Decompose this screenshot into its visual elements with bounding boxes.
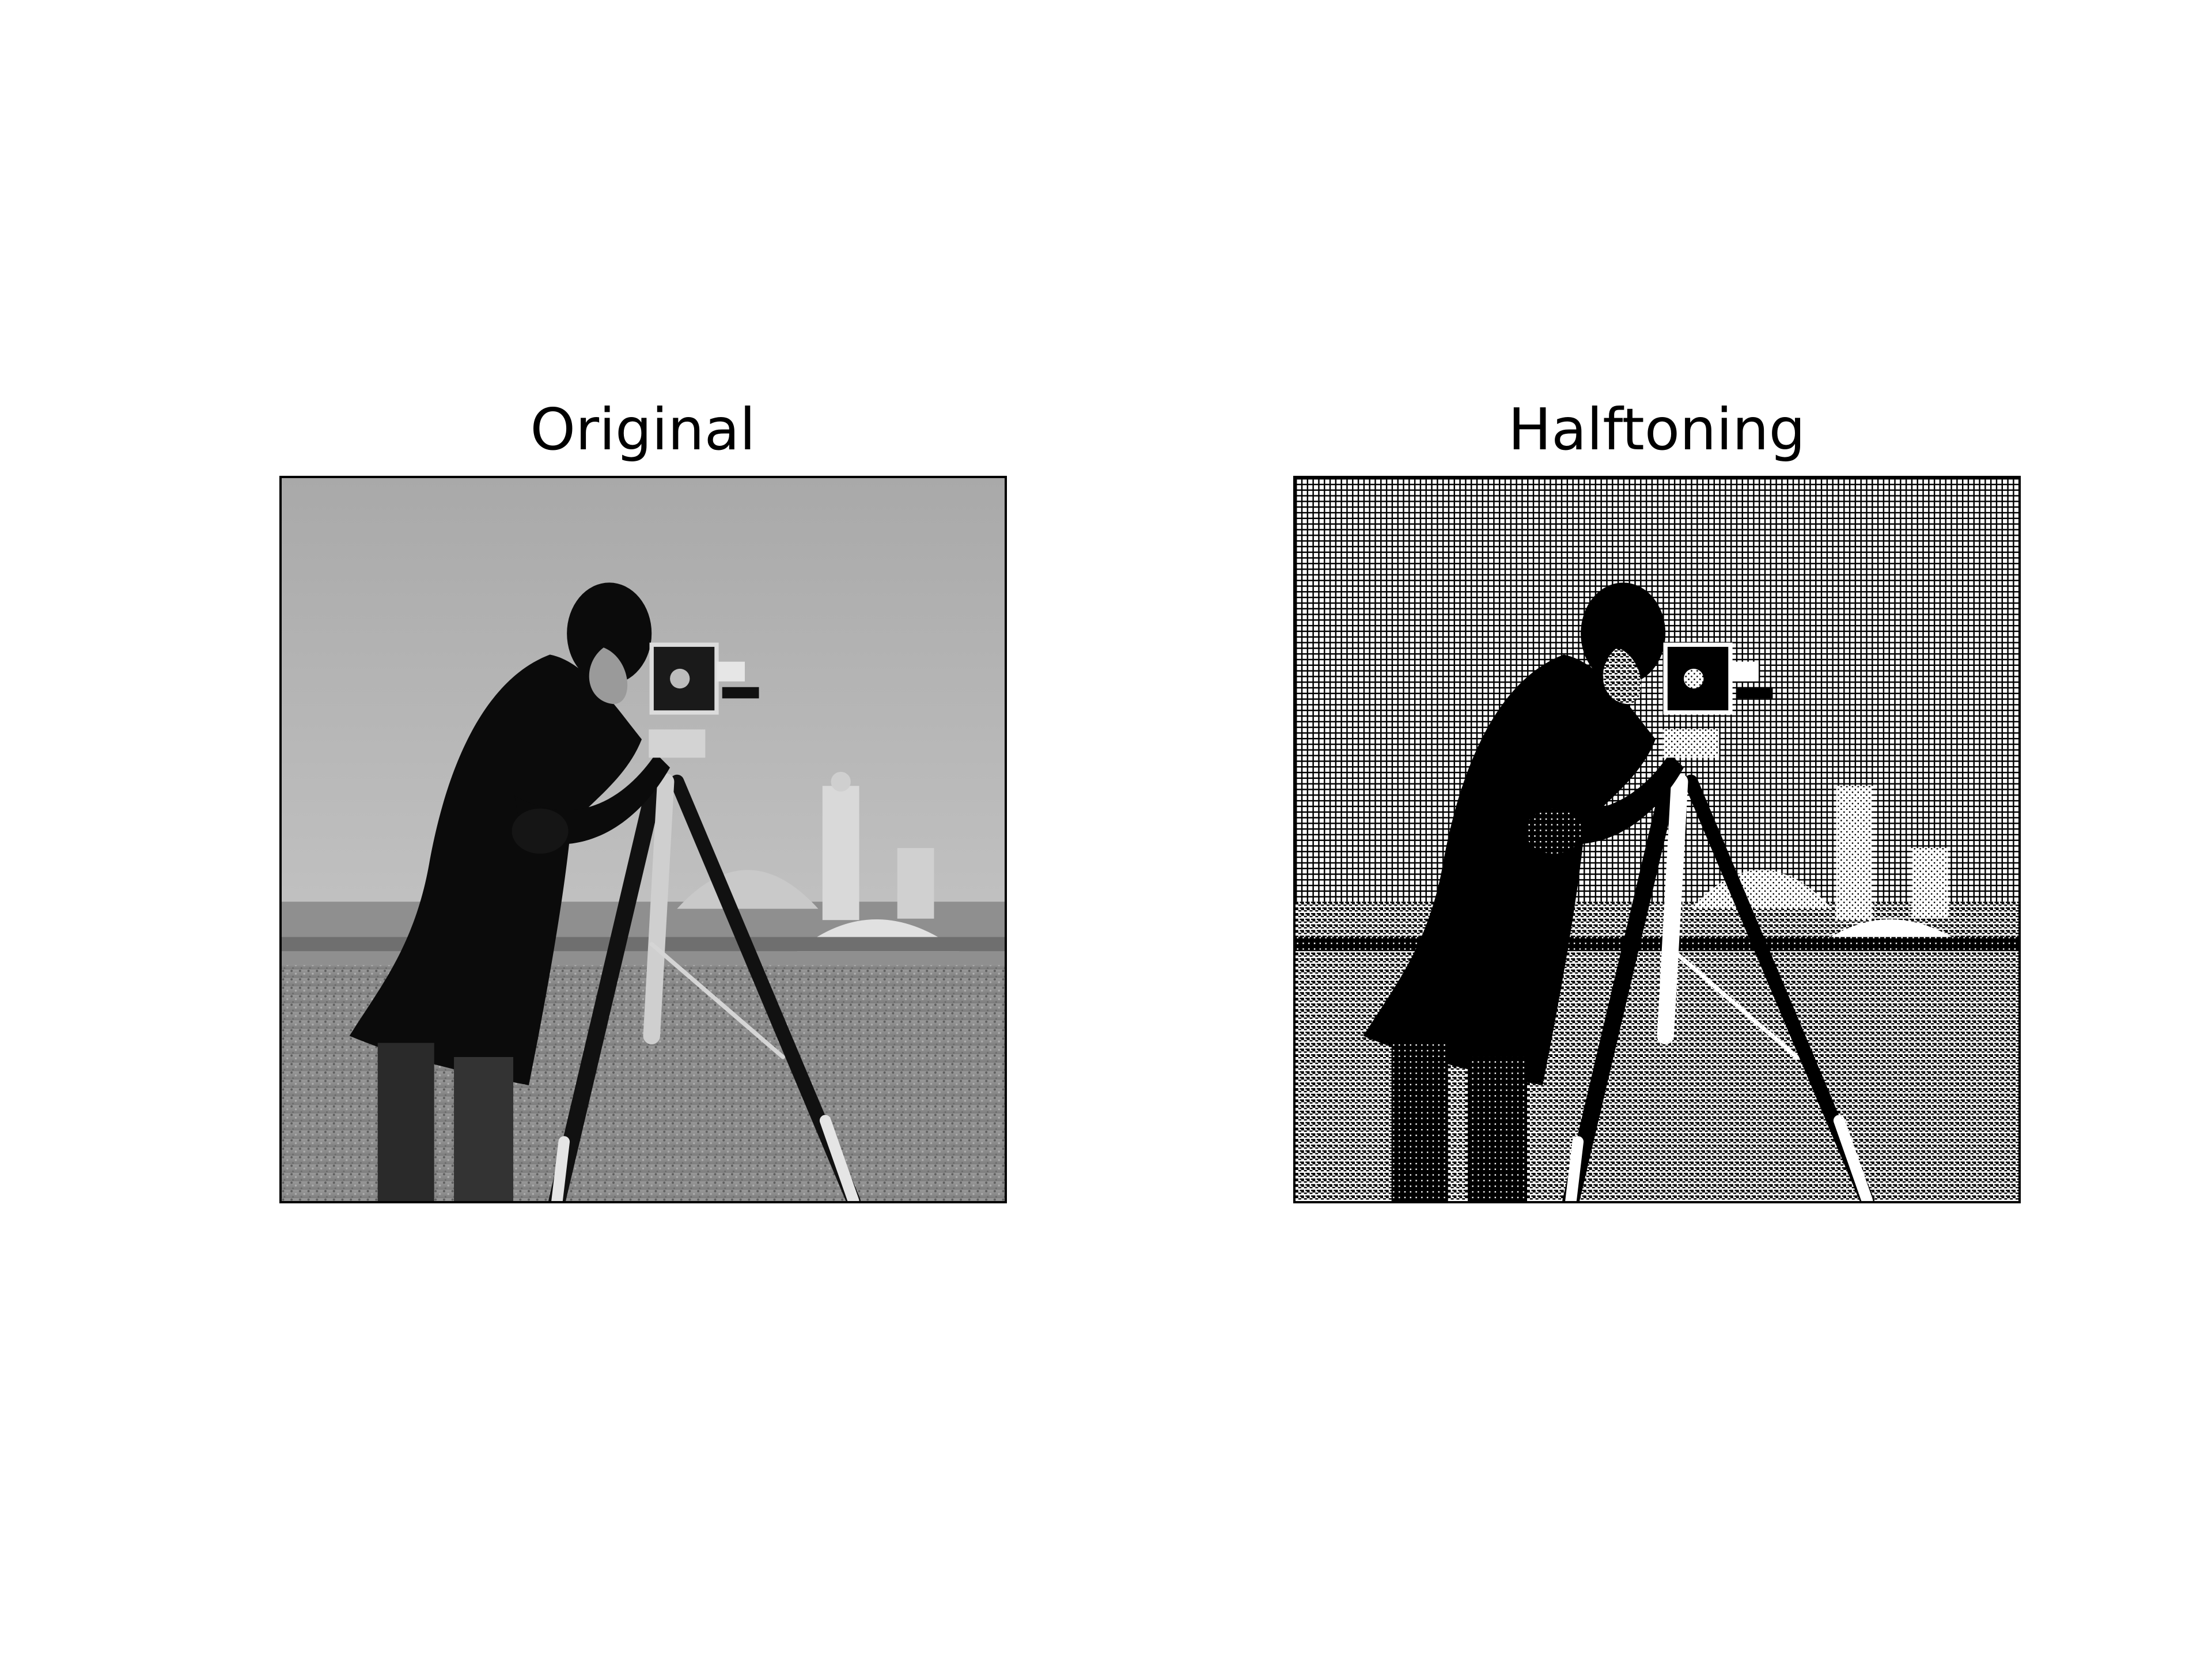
halftoning-image-frame bbox=[1293, 476, 2021, 1203]
original-title: Original bbox=[530, 396, 756, 463]
original-image-frame bbox=[279, 476, 1007, 1203]
movie-camera bbox=[649, 642, 759, 758]
halftoning-image bbox=[1296, 478, 2018, 1201]
sky bbox=[282, 478, 1005, 972]
original-image bbox=[282, 478, 1005, 1201]
tripod bbox=[548, 773, 861, 1201]
halftone-cameraman bbox=[1363, 582, 1684, 1201]
halftoning-title: Halftoning bbox=[1508, 396, 1806, 463]
halftone-tripod bbox=[1562, 773, 1874, 1201]
halftone-sky bbox=[1296, 478, 2018, 972]
halftone-movie-camera bbox=[1662, 642, 1773, 758]
cameraman bbox=[349, 582, 671, 1201]
